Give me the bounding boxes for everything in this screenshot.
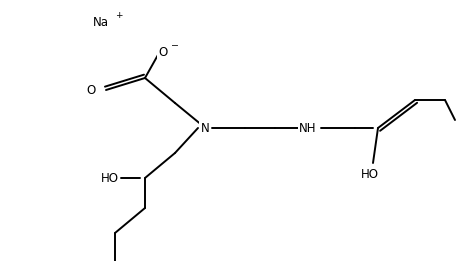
- Text: HO: HO: [361, 169, 379, 181]
- Text: N: N: [200, 122, 209, 134]
- Text: Na: Na: [93, 15, 109, 28]
- Text: NH: NH: [299, 122, 317, 134]
- Text: +: +: [115, 10, 122, 20]
- Text: O: O: [159, 45, 167, 58]
- Text: O: O: [87, 84, 96, 97]
- Text: HO: HO: [101, 171, 119, 185]
- Text: −: −: [171, 40, 179, 50]
